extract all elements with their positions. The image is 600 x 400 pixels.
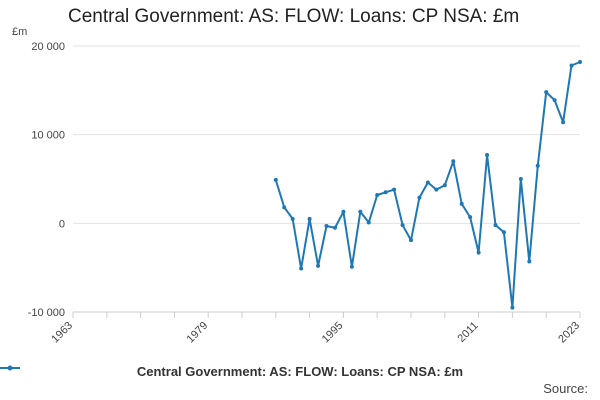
data-point[interactable] [578, 59, 582, 64]
data-point[interactable] [400, 223, 405, 228]
data-point[interactable] [299, 266, 304, 271]
legend-swatch-icon [0, 365, 20, 371]
y-tick-label: 0 [59, 218, 65, 230]
data-point[interactable] [569, 63, 574, 68]
data-point[interactable] [316, 263, 321, 268]
data-point[interactable] [501, 230, 506, 235]
data-point[interactable] [476, 250, 481, 255]
data-point[interactable] [535, 163, 540, 168]
chart-title: Central Government: AS: FLOW: Loans: CP … [68, 6, 520, 27]
data-point[interactable] [485, 153, 490, 158]
y-unit-label: £m [12, 26, 28, 38]
data-point[interactable] [366, 220, 371, 225]
x-tick-label: 1979 [185, 320, 211, 346]
data-point[interactable] [409, 238, 413, 243]
data-point[interactable] [349, 264, 354, 269]
data-point[interactable] [561, 120, 566, 125]
data-point[interactable] [434, 187, 439, 192]
data-point[interactable] [358, 209, 363, 214]
data-point[interactable] [459, 201, 464, 206]
data-point[interactable] [307, 216, 312, 221]
data-point[interactable] [544, 90, 549, 95]
x-axis: 1963 1979 1995 2011 2023 [49, 311, 582, 346]
data-point[interactable] [417, 195, 422, 200]
data-point[interactable] [375, 192, 380, 197]
data-point[interactable] [552, 98, 557, 103]
series-line [274, 61, 581, 309]
data-point[interactable] [324, 223, 329, 228]
x-tick-label: 1963 [49, 320, 75, 346]
y-tick-label: -10 000 [28, 307, 65, 319]
data-point[interactable] [527, 259, 532, 264]
data-point[interactable] [341, 209, 346, 214]
y-axis: -10 000 0 10 000 20 000 [28, 41, 65, 319]
data-point[interactable] [392, 187, 397, 192]
y-tick-label: 10 000 [31, 130, 65, 142]
data-point[interactable] [290, 216, 295, 221]
data-point[interactable] [451, 159, 456, 164]
data-point[interactable] [332, 225, 337, 230]
legend[interactable]: Central Government: AS: FLOW: Loans: CP … [0, 364, 600, 379]
data-point[interactable] [282, 205, 287, 210]
data-point[interactable] [273, 177, 278, 182]
series-layer [273, 59, 582, 310]
data-point[interactable] [442, 183, 447, 188]
legend-label: Central Government: AS: FLOW: Loans: CP … [136, 364, 464, 379]
data-point[interactable] [383, 190, 388, 195]
x-tick-label: 2011 [456, 320, 481, 345]
gridlines [73, 45, 580, 313]
data-point[interactable] [468, 215, 473, 220]
source-label: Source: [543, 381, 588, 396]
y-tick-label: 20 000 [31, 41, 65, 53]
data-point[interactable] [493, 223, 498, 228]
data-point[interactable] [510, 305, 515, 310]
x-tick-label: 2023 [556, 320, 582, 346]
data-point[interactable] [425, 180, 430, 185]
data-point[interactable] [518, 177, 523, 181]
x-tick-label: 1995 [320, 320, 346, 346]
